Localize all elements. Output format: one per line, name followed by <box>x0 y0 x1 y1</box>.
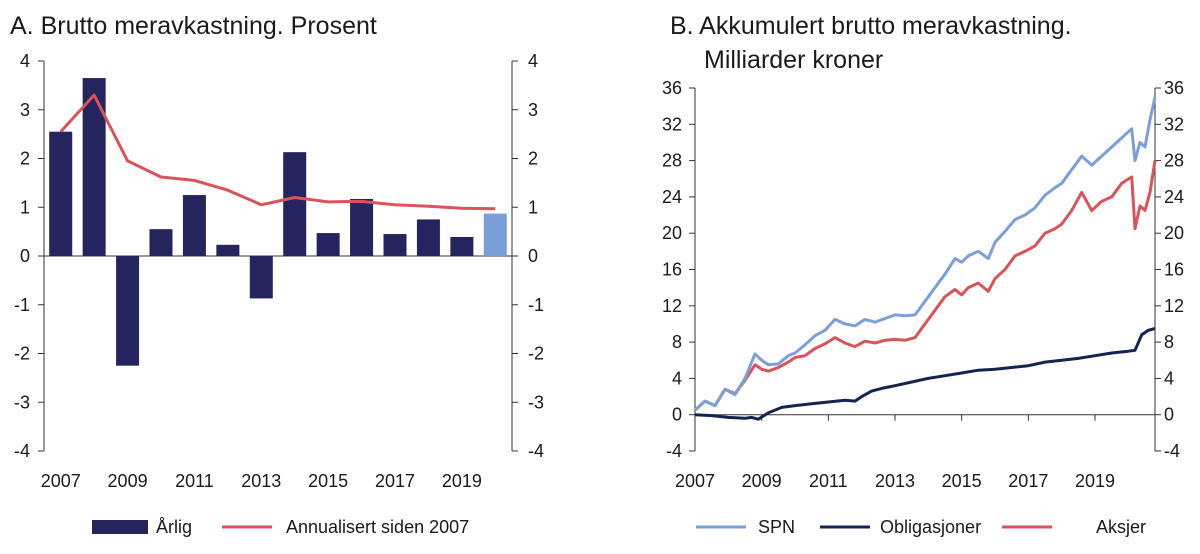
y-tick-label-left: 0 <box>20 246 30 266</box>
annualized-line <box>59 93 496 211</box>
bar <box>49 131 73 256</box>
x-tick-label: 2019 <box>442 471 482 491</box>
panel-b-title-line1: B. Akkumulert brutto meravkastning. <box>670 12 1072 40</box>
y-tick-label-right: 20 <box>1164 223 1184 243</box>
bar <box>416 219 440 256</box>
y-tick-label-left: -3 <box>14 392 30 412</box>
bar <box>82 78 106 256</box>
y-tick-label-left: 24 <box>662 187 682 207</box>
y-tick-label-left: 16 <box>662 260 682 280</box>
y-tick-label-left: 8 <box>672 332 682 352</box>
y-tick-label-left: 4 <box>672 368 682 388</box>
panel-b-legend: SPN Obligasjoner Aksjer <box>696 517 1146 537</box>
y-tick-label-left: -4 <box>14 441 30 461</box>
x-tick-label: 2015 <box>308 471 348 491</box>
x-tick-label: 2007 <box>41 471 81 491</box>
y-tick-label-left: 28 <box>662 151 682 171</box>
legend-label: SPN <box>758 517 795 537</box>
bar <box>149 229 173 256</box>
y-tick-label-left: 0 <box>672 405 682 425</box>
legend-swatch-bar <box>92 520 148 534</box>
y-tick-label-left: 3 <box>20 100 30 120</box>
y-tick-label-right: 1 <box>528 197 538 217</box>
y-tick-label-left: -2 <box>14 344 30 364</box>
panel-b-title-line2: Milliarder kroner <box>704 46 884 74</box>
panel-a-legend: Årlig Annualisert siden 2007 <box>92 517 469 537</box>
y-tick-label-left: -4 <box>666 441 682 461</box>
panel-b-plot: 36 36 32 32 28 28 24 24 20 20 16 16 12 12 8 8 4 4 0 0 -4 -4 20… <box>662 78 1184 491</box>
legend-label: Aksjer <box>1096 517 1146 537</box>
legend-label: Obligasjoner <box>880 517 981 537</box>
y-tick-label-right: 4 <box>1164 368 1174 388</box>
series-line-obligasjoner <box>694 327 1156 421</box>
x-tick-label: 2015 <box>942 471 982 491</box>
panel-a-plot: 4 4 3 3 2 2 1 1 0 0 -1 -1 -2 -2 -3 -3 -4 -4 2007 2009 2011 20… <box>14 51 544 491</box>
y-tick-label-right: 3 <box>528 100 538 120</box>
y-tick-label-left: 36 <box>662 78 682 98</box>
x-tick-label: 2019 <box>1075 471 1115 491</box>
y-tick-label-right: 0 <box>1164 405 1174 425</box>
x-tick-label: 2011 <box>175 471 214 491</box>
bar <box>116 256 140 366</box>
y-tick-label-left: 20 <box>662 223 682 243</box>
y-tick-label-left: 4 <box>20 51 30 71</box>
x-tick-label: 2007 <box>675 471 715 491</box>
bar <box>249 256 273 299</box>
x-tick-label: 2009 <box>108 471 148 491</box>
y-tick-label-right: -1 <box>528 295 544 315</box>
y-tick-label-right: 32 <box>1164 114 1184 134</box>
x-tick-label: 2017 <box>1008 471 1048 491</box>
y-tick-label-right: 16 <box>1164 260 1184 280</box>
y-tick-label-right: 28 <box>1164 151 1184 171</box>
y-tick-label-right: -2 <box>528 344 544 364</box>
y-tick-label-right: 0 <box>528 246 538 266</box>
series-line-spn <box>693 96 1157 412</box>
x-tick-label: 2013 <box>241 471 281 491</box>
y-tick-label-right: -4 <box>1164 441 1180 461</box>
y-tick-label-right: 12 <box>1164 296 1184 316</box>
legend-label: Annualisert siden 2007 <box>286 517 469 537</box>
y-tick-label-right: -3 <box>528 392 544 412</box>
x-tick-label: 2013 <box>875 471 915 491</box>
bar <box>450 236 474 256</box>
y-tick-label-right: 8 <box>1164 332 1174 352</box>
y-tick-label-left: 1 <box>20 197 30 217</box>
bar <box>283 152 307 256</box>
y-tick-label-left: 12 <box>662 296 682 316</box>
y-tick-label-right: 4 <box>528 51 538 71</box>
legend-label: Årlig <box>156 517 192 537</box>
y-tick-label-right: 2 <box>528 149 538 169</box>
bar <box>383 234 407 256</box>
x-tick-label: 2017 <box>375 471 415 491</box>
bar <box>350 198 374 256</box>
y-tick-label-left: 32 <box>662 114 682 134</box>
x-tick-label: 2009 <box>742 471 782 491</box>
series-line-aksjer <box>693 160 1157 412</box>
y-tick-label-right: 24 <box>1164 187 1184 207</box>
bar <box>316 233 340 256</box>
y-tick-label-right: -4 <box>528 441 544 461</box>
bar <box>483 213 507 256</box>
x-tick-label: 2011 <box>809 471 848 491</box>
y-tick-label-right: 36 <box>1164 78 1184 98</box>
panel-a-title: A. Brutto meravkastning. Prosent <box>10 12 377 40</box>
y-tick-label-left: -1 <box>14 295 30 315</box>
bar <box>216 244 240 256</box>
y-tick-label-left: 2 <box>20 149 30 169</box>
bar <box>182 195 206 256</box>
